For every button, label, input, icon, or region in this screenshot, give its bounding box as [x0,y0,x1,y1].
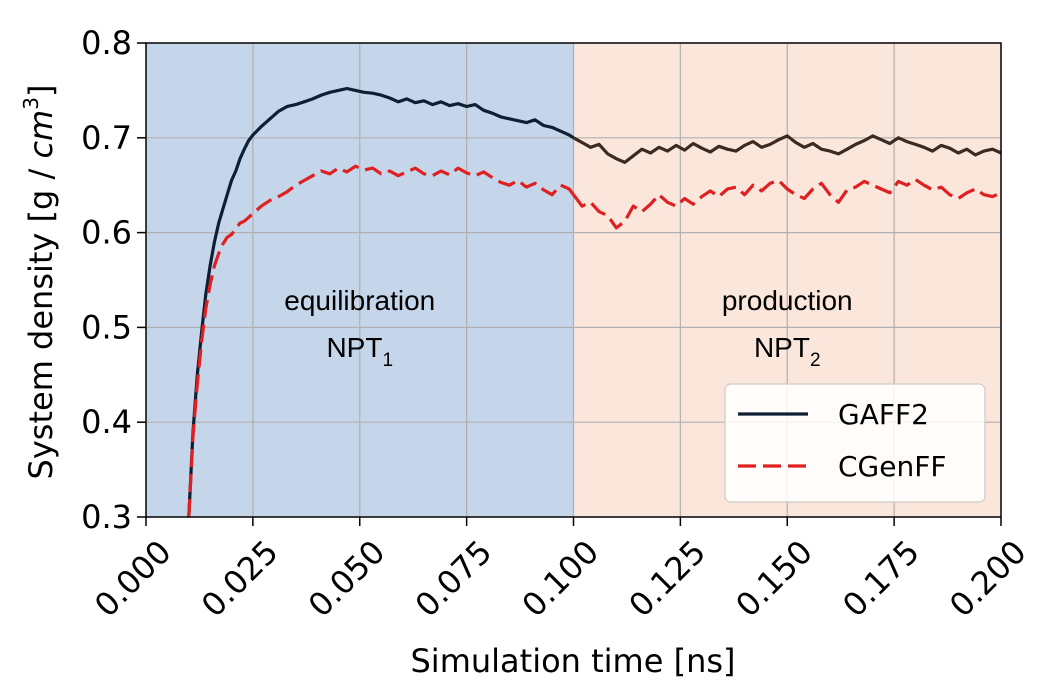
y-tick-label: 0.3 [81,498,132,536]
legend-label-cgenff: CGenFF [838,450,946,483]
y-tick-label: 0.6 [81,214,132,252]
y-axis-title-exp: 3 [19,97,43,110]
y-axis-title-unit: cm [22,110,60,159]
y-tick-label: 0.4 [81,403,132,441]
region-label-2: production [722,285,853,316]
x-tick-label: 0.125 [621,533,713,625]
series-gaff2-line-1 [187,86,575,518]
y-tick-label: 0.7 [81,119,132,157]
series-cgenff-line-1 [187,164,575,518]
x-tick-label: 0.025 [194,533,286,625]
region-sublabel-2: NPT2 [754,332,821,371]
series-gaff2-line-2 [572,134,1002,164]
region-labels: equilibration NPT1 production NPT2 [284,285,852,371]
y-axis-title: System density [g / cm3] [19,85,60,480]
legend-label-gaff2: GAFF2 [838,398,929,431]
y-tick-label: 0.5 [81,308,132,346]
x-tick-label: 0.200 [942,533,1034,625]
series-lines [187,86,1002,518]
y-axis-title-suffix: ] [22,85,60,97]
x-axis-title: Simulation time [ns] [410,642,735,680]
x-tick-label: 0.050 [301,533,393,625]
x-tick-label: 0.100 [514,533,606,625]
legend: GAFF2 CGenFF [724,383,986,503]
series-cgenff-line-2 [572,177,1002,230]
y-axis-title-prefix: System density [g / [22,159,60,480]
x-tick-label: 0.075 [408,533,500,625]
region-label-1: equilibration [284,285,435,316]
x-tick-label: 0.175 [835,533,927,625]
region-sublabel-1: NPT1 [326,332,393,371]
x-tick-label: 0.000 [87,533,179,625]
y-tick-label: 0.8 [81,24,132,62]
x-tick-label: 0.150 [728,533,820,625]
